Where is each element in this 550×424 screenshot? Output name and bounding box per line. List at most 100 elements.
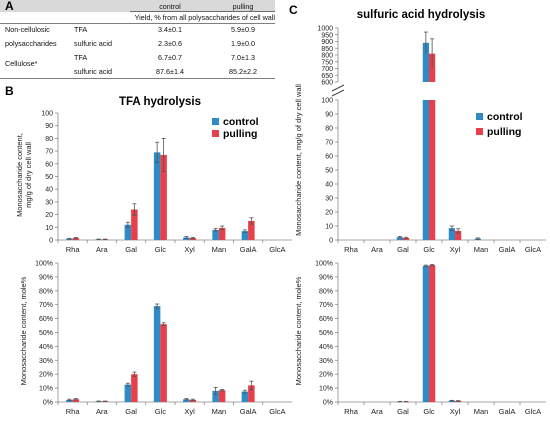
x-category-label: Gal <box>397 245 409 254</box>
x-category-label: Xyl <box>450 407 461 416</box>
y-tick-label: 60% <box>319 316 333 323</box>
x-category-label: Ara <box>96 245 109 254</box>
legend-swatch-pulling <box>212 130 219 137</box>
x-category-label: Rha <box>66 407 81 416</box>
bar-control <box>183 399 190 402</box>
row-control-value: 2.3±0.6 <box>158 39 182 48</box>
bar-control <box>448 400 455 402</box>
y-tick-label: 80 <box>325 126 333 133</box>
y-tick-label: 80% <box>39 288 53 295</box>
row-method: sulfuric acid <box>74 39 112 48</box>
bar-pulling <box>218 390 226 402</box>
row-pulling-value: 7.0±1.3 <box>231 53 255 62</box>
y-tick-label: 800 <box>321 53 333 60</box>
bar-control <box>124 224 132 240</box>
x-category-label: Man <box>212 407 227 416</box>
row-pulling-value: 1.9±0.0 <box>231 39 255 48</box>
bar-control <box>124 384 132 402</box>
x-category-label: Rha <box>344 245 359 254</box>
y-tick-label: 600 <box>321 80 333 87</box>
y-tick-label: 20% <box>39 372 53 379</box>
chart-c-top: 0 10 20 30 40 50 60 70 80 90 100 600650700750800850… <box>317 26 546 254</box>
row-method: TFA <box>74 53 87 62</box>
x-category-label: GlcA <box>525 245 541 254</box>
y-tick-label: 60 <box>325 154 333 161</box>
legend-label-control: control <box>487 111 523 123</box>
y-tick-label: 80 <box>45 136 53 143</box>
y-tick-label: 100 <box>321 98 333 105</box>
row-pulling-value: 85.2±2.2 <box>229 67 257 76</box>
y-tick-label: 30% <box>319 358 333 365</box>
x-category-label: Xyl <box>184 245 195 254</box>
bar-pulling <box>160 154 167 240</box>
bar-control <box>153 306 161 402</box>
bar-control <box>448 228 455 240</box>
y-tick-label: 900 <box>321 39 333 46</box>
y-tick-label: 50 <box>325 168 333 175</box>
bar-control <box>422 42 429 82</box>
x-category-label: Man <box>474 245 489 254</box>
bar-pulling <box>455 230 462 240</box>
x-category-label: Glc <box>423 407 435 416</box>
y-tick-label: 50 <box>45 174 53 181</box>
group-label-noncellulosic-1: Non-cellulosic <box>5 25 50 34</box>
bar-control <box>241 231 249 240</box>
chart-c-bottom: 0% 10% 20% 30% 40% 50% 60% 70% 80% 90% 100% Rha Ara G… <box>315 261 546 416</box>
ylabel-c-top: Monosaccharide content, mg/g of dry cell… <box>294 84 303 236</box>
y-tick-label: 50% <box>319 330 333 337</box>
bar-pulling <box>160 324 167 402</box>
y-tick-label: 10% <box>319 386 333 393</box>
legend-b: control pulling <box>212 116 259 140</box>
chart-b-top: 0 10 20 30 40 50 60 70 80 90 100 Rha Ara Gal Glc Xyl Man… <box>41 111 292 254</box>
y-tick-label: 70 <box>325 140 333 147</box>
x-category-label: Glc <box>155 407 167 416</box>
legend-c: control pulling <box>476 111 523 138</box>
axis-break-mark <box>331 89 345 97</box>
x-category-label: GalA <box>240 245 257 254</box>
chart-b-bottom: 0% 10% 20% 30% 40% 50% 60% 70% 80% 90% 100% Rha Ara G… <box>35 261 292 416</box>
y-tick-label: 30 <box>45 199 53 206</box>
y-tick-label: 700 <box>321 66 333 73</box>
y-tick-label: 70% <box>319 302 333 309</box>
y-tick-label: 40 <box>45 187 53 194</box>
y-tick-label: 20% <box>319 372 333 379</box>
bar-pulling <box>248 385 255 402</box>
y-tick-label: 1000 <box>317 26 333 33</box>
panel-label-c: C <box>289 3 298 17</box>
ylabel-b-bottom: Monosaccharide content, mole% <box>19 276 28 385</box>
bar-control <box>212 229 219 240</box>
x-category-label: Xyl <box>184 407 195 416</box>
x-category-label: Glc <box>423 245 435 254</box>
ylabel-line: Monosaccharide content, <box>15 133 24 217</box>
col-header-control: control <box>159 2 181 11</box>
bar-control <box>422 100 429 240</box>
y-tick-label: 10% <box>39 386 53 393</box>
x-category-label: GalA <box>499 407 516 416</box>
row-control-value: 6.7±0.7 <box>158 53 182 62</box>
y-tick-label: 70% <box>39 302 53 309</box>
y-tick-label: 30 <box>325 196 333 203</box>
bar-pulling <box>131 209 138 240</box>
x-category-label: Ara <box>371 407 384 416</box>
legend-label-pulling: pulling <box>223 128 257 140</box>
bar-pulling <box>72 399 80 402</box>
y-tick-label: 40% <box>39 344 53 351</box>
row-pulling-value: 5.9±0.9 <box>231 25 255 34</box>
ylabel-b-top: Monosaccharide content, mg/g of dry cell… <box>15 133 33 217</box>
y-tick-label: 650 <box>321 73 333 80</box>
x-category-label: Man <box>212 245 227 254</box>
y-tick-label: 100 <box>41 111 53 118</box>
row-control-value: 3.4±0.1 <box>158 25 182 34</box>
x-category-label: GalA <box>499 245 516 254</box>
ylabel-c-bottom: Monosaccharide content, mole% <box>294 276 303 385</box>
x-category-label: Rha <box>66 245 81 254</box>
x-category-label: GlcA <box>269 407 285 416</box>
y-tick-label: 40% <box>319 344 333 351</box>
legend-swatch-control <box>212 118 219 125</box>
y-tick-label: 20 <box>45 212 53 219</box>
y-tick-label: 30% <box>39 358 53 365</box>
bar-pulling <box>218 227 226 240</box>
legend-swatch-pulling <box>476 128 483 135</box>
x-category-label: GlcA <box>269 245 285 254</box>
